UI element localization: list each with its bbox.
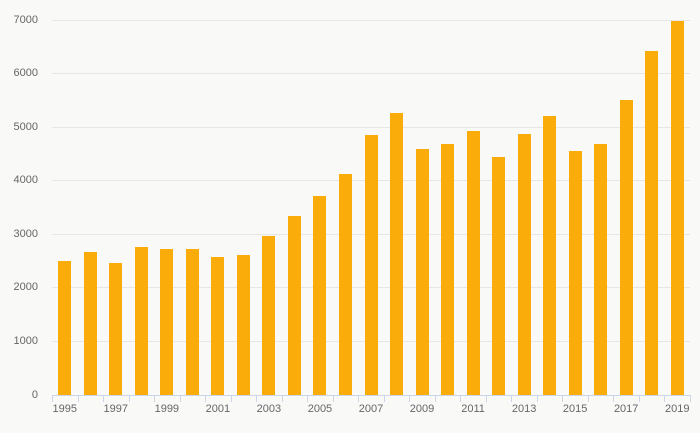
bar-year-1995[interactable] [58,260,72,395]
x-axis-label: 2013 [511,403,537,415]
x-axis-label: 2019 [664,403,690,415]
x-axis-tick [307,396,309,402]
x-axis-tick [638,396,640,402]
y-axis-label: 6000 [13,67,38,80]
y-axis-label: 3000 [13,227,38,240]
x-axis-tick [383,396,385,402]
x-axis-tick [690,396,691,402]
x-axis-tick [460,396,462,402]
x-axis-tick [154,396,156,402]
x-axis-tick [409,396,411,402]
bar-year-2015[interactable] [568,150,582,395]
bar-year-2003[interactable] [262,236,276,395]
bar-year-1999[interactable] [160,249,174,395]
x-axis-label: 2015 [562,403,588,415]
bar-year-2009[interactable] [415,149,429,395]
y-axis-label: 4000 [13,174,38,187]
x-axis-tick [511,396,513,402]
x-axis-tick [434,396,436,402]
bar-year-2001[interactable] [211,257,225,395]
bar-year-2007[interactable] [364,135,378,395]
x-axis-tick [536,396,538,402]
x-axis-tick [281,396,283,402]
bar-year-2006[interactable] [338,173,352,395]
bar-year-2014[interactable] [543,116,557,395]
bar-year-2011[interactable] [466,130,480,395]
bar-year-1998[interactable] [134,247,148,395]
y-axis-label: 2000 [13,281,38,294]
bar-year-2013[interactable] [517,134,531,395]
x-axis-tick [332,396,334,402]
x-axis-tick [230,396,232,402]
bar-year-2016[interactable] [594,143,608,395]
x-axis-tick [613,396,615,402]
x-axis-label: 2005 [307,403,333,415]
y-axis-label: 1000 [13,334,38,347]
bar-year-2019[interactable] [670,21,684,395]
x-axis-tick [205,396,207,402]
y-gridline [52,126,690,128]
x-axis-label: 1995 [52,403,77,415]
x-axis-label: 2003 [256,403,282,415]
x-axis-label: 2007 [358,403,384,415]
x-axis-tick [256,396,258,402]
x-axis-label: 1999 [154,403,180,415]
bar-year-1997[interactable] [109,262,123,395]
x-axis-tick [52,396,53,402]
y-gridline [52,19,690,21]
x-axis-tick [664,396,666,402]
bar-year-2000[interactable] [185,248,199,395]
bar-year-1996[interactable] [83,251,97,395]
y-axis-label: 7000 [13,13,38,26]
x-axis-tick [562,396,564,402]
x-axis-label: 2017 [613,403,639,415]
x-axis-label: 2009 [409,403,435,415]
x-axis-tick [128,396,130,402]
x-axis-label: 1997 [103,403,129,415]
y-axis-label: 5000 [13,120,38,133]
x-axis-tick [77,396,79,402]
x-axis-label: 2001 [205,403,231,415]
bar-year-2002[interactable] [236,254,250,395]
x-axis-tick [103,396,105,402]
bar-year-2017[interactable] [619,100,633,395]
bar-year-2012[interactable] [492,156,506,395]
y-axis-label: 0 [31,388,38,401]
x-axis-tick [179,396,181,402]
bar-year-2018[interactable] [645,51,659,395]
bar-year-2010[interactable] [441,144,455,395]
x-axis-tick [485,396,487,402]
x-axis-label: 2011 [461,403,485,415]
bar-year-2005[interactable] [313,195,327,395]
bar-year-2008[interactable] [390,112,404,395]
x-axis-line [52,395,691,396]
bar-year-2004[interactable] [287,215,301,395]
x-axis-tick [358,396,360,402]
x-axis-tick [587,396,589,402]
y-gridline [52,73,690,75]
